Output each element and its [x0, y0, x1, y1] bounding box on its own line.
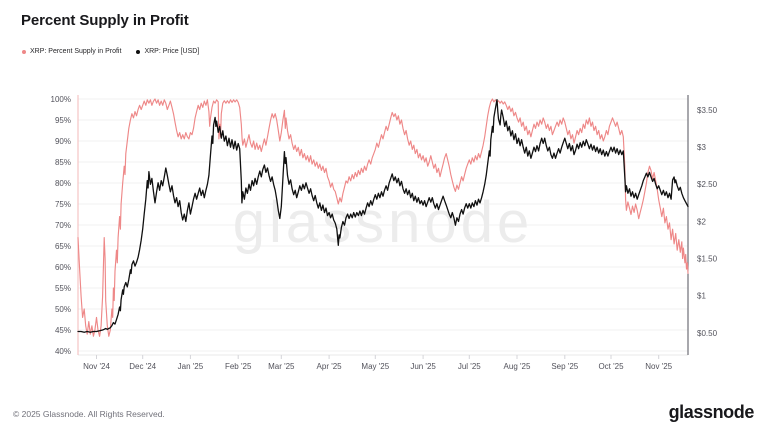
copyright-text: © 2025 Glassnode. All Rights Reserved. [13, 409, 165, 419]
right-axis-tick-label: $3.50 [697, 106, 718, 115]
x-axis-tick-label: Jun '25 [410, 362, 436, 371]
right-axis-tick-label: $1 [697, 292, 706, 301]
glassnode-watermark: glassnode [233, 190, 533, 255]
right-axis-tick-label: $3 [697, 143, 706, 152]
left-axis-tick-label: 90% [55, 137, 71, 146]
left-axis-tick-label: 80% [55, 179, 71, 188]
x-axis-tick-label: Dec '24 [129, 362, 156, 371]
legend-item-price-usd[interactable]: XRP: Price [USD] [136, 48, 199, 55]
x-axis-tick-label: Jul '25 [458, 362, 481, 371]
page-footer: © 2025 Glassnode. All Rights Reserved. g… [0, 396, 768, 432]
left-axis-tick-label: 65% [55, 242, 71, 251]
left-axis-tick-label: 60% [55, 263, 71, 272]
left-axis-tick-label: 45% [55, 326, 71, 335]
legend-label: XRP: Percent Supply in Profit [30, 48, 122, 55]
percent-supply-in-profit-line [77, 98, 689, 337]
left-axis-tick-label: 85% [55, 158, 71, 167]
left-axis-tick-label: 100% [51, 95, 71, 104]
legend-label: XRP: Price [USD] [144, 48, 200, 55]
chart-canvas[interactable]: glassnode 100% 95% 90% 85% 80% 75% 70% 65% 60% 55%… [0, 0, 768, 390]
x-axis-tick-label: Feb '25 [225, 362, 252, 371]
x-axis-tick-label: May '25 [361, 362, 389, 371]
right-axis-tick-label: $2 [697, 217, 706, 226]
x-axis-tick-label: Apr '25 [317, 362, 343, 371]
left-axis-tick-label: 95% [55, 116, 71, 125]
x-axis-tick-label: Jan '25 [178, 362, 204, 371]
x-axis-tick-label: Nov '24 [83, 362, 110, 371]
right-axis-tick-label: $1.50 [697, 255, 718, 264]
left-axis-tick-label: 75% [55, 200, 71, 209]
left-axis-tick-label: 50% [55, 305, 71, 314]
price-line [77, 98, 689, 333]
series-dot-icon-price [136, 49, 141, 54]
right-axis-tick-label: $2.50 [697, 180, 718, 189]
x-axis-tick-label: Oct '25 [598, 362, 624, 371]
left-axis-tick-label: 55% [55, 284, 71, 293]
x-axis-tick-label: Mar '25 [268, 362, 295, 371]
x-axis-tick-label: Nov '25 [645, 362, 672, 371]
x-axis-tick-label: Sep '25 [551, 362, 578, 371]
legend-item-percent-supply-in-profit[interactable]: XRP: Percent Supply in Profit [22, 48, 121, 55]
glassnode-logo: glassnode [668, 402, 755, 422]
chart-legend: XRP: Percent Supply in Profit XRP: Price… [22, 48, 199, 55]
page-title: Percent Supply in Profit [21, 12, 189, 29]
left-axis-tick-label: 70% [55, 221, 71, 230]
series-dot-icon-percent-supply [22, 49, 26, 54]
x-axis-tick-label: Aug '25 [504, 362, 531, 371]
right-axis-tick-label: $0.50 [697, 329, 718, 338]
left-axis-tick-label: 40% [55, 347, 71, 356]
chart-plot-area[interactable]: glassnode 100% 95% 90% 85% 80% 75% 70% 65% 60% 55%… [0, 0, 768, 390]
